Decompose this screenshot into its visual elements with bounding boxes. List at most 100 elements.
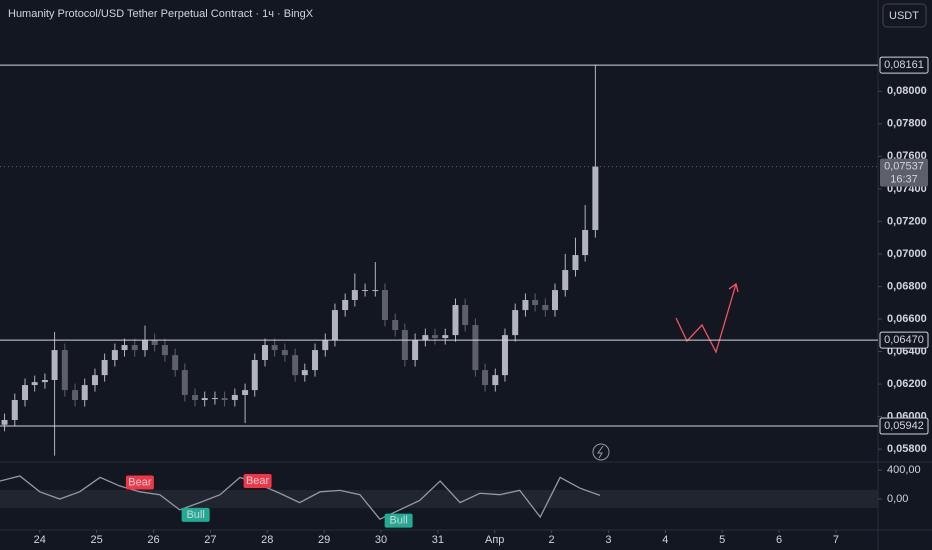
candle-body bbox=[172, 355, 179, 371]
candle-body bbox=[381, 290, 388, 320]
annotation-box bbox=[181, 507, 210, 522]
candle-body bbox=[271, 345, 278, 351]
candle-body bbox=[532, 299, 539, 306]
currency-button[interactable] bbox=[882, 3, 927, 28]
candle-body bbox=[362, 290, 369, 292]
candle-body bbox=[221, 398, 228, 401]
level-label-box bbox=[879, 331, 929, 349]
y-tick-label: 0,06800 bbox=[887, 280, 927, 292]
candle-body bbox=[342, 299, 349, 311]
candle-body bbox=[401, 330, 408, 361]
candle-body bbox=[201, 398, 208, 401]
candle-body bbox=[472, 325, 479, 371]
y-tick-label: 0,06600 bbox=[887, 313, 927, 325]
y-tick-label: 0,07000 bbox=[887, 248, 927, 260]
x-tick-label: 24 bbox=[34, 534, 46, 546]
x-tick-label: 6 bbox=[776, 534, 782, 546]
candle-body bbox=[131, 345, 138, 351]
candle-body bbox=[151, 339, 158, 346]
x-tick-label: 31 bbox=[432, 534, 444, 546]
y-tick-label: 0,08000 bbox=[887, 85, 927, 97]
candle-body bbox=[392, 319, 399, 331]
candle-body bbox=[351, 290, 358, 300]
drawing-arrow bbox=[675, 282, 739, 354]
candle-body bbox=[121, 345, 128, 351]
candle-body bbox=[592, 166, 599, 231]
x-tick-label: 2 bbox=[549, 534, 555, 546]
level-label: 0,05942 bbox=[884, 420, 924, 432]
x-tick-label: 3 bbox=[605, 534, 611, 546]
event-icon bbox=[592, 443, 610, 461]
annotation-label: Bear bbox=[246, 475, 270, 487]
level-label-box bbox=[879, 56, 929, 74]
level-label: 0,08161 bbox=[884, 59, 924, 71]
x-tick-label: 5 bbox=[719, 534, 725, 546]
candle-body bbox=[72, 390, 79, 401]
candle-body bbox=[41, 380, 48, 383]
drawn-path bbox=[675, 283, 737, 354]
candle-body bbox=[181, 370, 188, 395]
y-tick-label: 0,07200 bbox=[887, 215, 927, 227]
candle-body bbox=[422, 335, 429, 340]
x-tick-label: 29 bbox=[318, 534, 330, 546]
last-price-label: 0,07537 bbox=[884, 160, 924, 172]
arrow-head bbox=[728, 282, 739, 293]
candle-body bbox=[242, 390, 249, 395]
candle-body bbox=[492, 375, 499, 386]
level-label: 0,06470 bbox=[884, 334, 924, 346]
annotation-label: Bull bbox=[389, 515, 407, 527]
candle-body bbox=[582, 230, 589, 256]
chart-title: Humanity Protocol/USD Tether Perpetual C… bbox=[8, 8, 314, 20]
candle-body bbox=[292, 355, 299, 376]
annotation-label: Bull bbox=[186, 509, 204, 521]
event-icon-bolt bbox=[597, 445, 604, 459]
x-tick-label: Апр bbox=[485, 534, 504, 546]
candle-body bbox=[312, 350, 319, 371]
candle-body bbox=[61, 350, 68, 391]
candle-body bbox=[192, 394, 199, 401]
candle-body bbox=[51, 350, 58, 381]
indicator-tick-label: 0,00 bbox=[887, 493, 908, 505]
indicator-tick-label: 400,00 bbox=[887, 464, 921, 476]
x-tick-label: 28 bbox=[261, 534, 273, 546]
candle-body bbox=[322, 339, 329, 351]
countdown-label: 16:37 bbox=[890, 173, 918, 185]
candle-body bbox=[452, 305, 459, 336]
annotation-box bbox=[125, 475, 154, 490]
candle-body bbox=[572, 255, 579, 271]
candle-body bbox=[11, 400, 18, 421]
candle-body bbox=[522, 299, 529, 311]
candle-body bbox=[281, 350, 288, 356]
candle-body bbox=[331, 310, 338, 340]
annotation-box bbox=[243, 474, 272, 489]
x-tick-label: 4 bbox=[662, 534, 668, 546]
candle-body bbox=[22, 385, 29, 401]
candle-body bbox=[442, 335, 449, 339]
candle-body bbox=[482, 370, 489, 386]
annotation-box bbox=[384, 513, 413, 528]
candle-body bbox=[142, 339, 149, 351]
x-tick-label: 26 bbox=[147, 534, 159, 546]
candle-body bbox=[432, 335, 439, 339]
candle-body bbox=[31, 382, 38, 386]
candle-body bbox=[372, 290, 379, 292]
x-tick-label: 30 bbox=[375, 534, 387, 546]
indicator-band bbox=[0, 490, 878, 508]
candle-body bbox=[101, 360, 108, 376]
candle-body bbox=[562, 270, 569, 291]
currency-label: USDT bbox=[889, 10, 919, 22]
candle-body bbox=[91, 375, 98, 386]
candle-body bbox=[552, 290, 559, 311]
x-tick-label: 25 bbox=[91, 534, 103, 546]
candle-body bbox=[501, 335, 508, 376]
level-label-box bbox=[879, 417, 929, 435]
indicator-line bbox=[0, 475, 601, 520]
candle-body bbox=[1, 420, 8, 425]
candle-body bbox=[81, 385, 88, 401]
last-price-box bbox=[880, 158, 928, 187]
y-tick-label: 0,05800 bbox=[887, 443, 927, 455]
candle-body bbox=[161, 345, 168, 356]
candle-body bbox=[462, 305, 469, 326]
